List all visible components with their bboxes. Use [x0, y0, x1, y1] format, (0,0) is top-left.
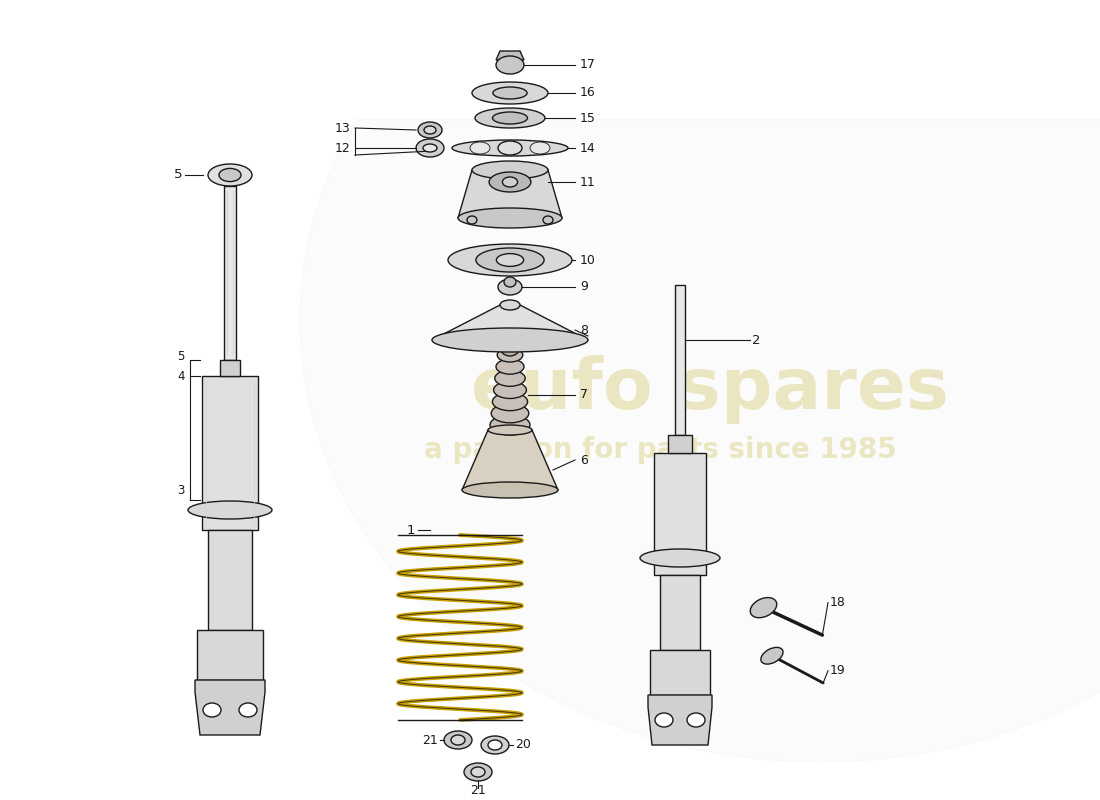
Ellipse shape	[475, 108, 544, 128]
Ellipse shape	[476, 248, 544, 272]
Text: 7: 7	[580, 389, 588, 402]
Polygon shape	[660, 575, 700, 650]
Text: 11: 11	[580, 175, 596, 189]
Ellipse shape	[504, 277, 516, 287]
Ellipse shape	[488, 425, 532, 435]
Ellipse shape	[471, 767, 485, 777]
Ellipse shape	[493, 393, 528, 410]
Polygon shape	[224, 186, 236, 360]
Polygon shape	[654, 453, 706, 575]
Ellipse shape	[530, 142, 550, 154]
Text: 12: 12	[334, 142, 350, 154]
Text: 18: 18	[830, 596, 846, 609]
Ellipse shape	[219, 168, 241, 182]
Text: 16: 16	[580, 86, 596, 99]
Ellipse shape	[472, 161, 548, 179]
Text: 2: 2	[752, 334, 760, 346]
Polygon shape	[202, 376, 258, 530]
Ellipse shape	[208, 164, 252, 186]
Text: 9: 9	[580, 281, 587, 294]
Ellipse shape	[750, 598, 777, 618]
Ellipse shape	[490, 415, 530, 435]
Ellipse shape	[493, 112, 528, 124]
Text: 21: 21	[470, 783, 486, 797]
Ellipse shape	[492, 404, 529, 423]
Ellipse shape	[424, 144, 437, 152]
Ellipse shape	[496, 359, 524, 374]
Ellipse shape	[239, 703, 257, 717]
Ellipse shape	[688, 713, 705, 727]
Ellipse shape	[464, 763, 492, 781]
Text: 8: 8	[580, 323, 588, 337]
Ellipse shape	[493, 87, 527, 99]
Ellipse shape	[418, 122, 442, 138]
Ellipse shape	[640, 549, 720, 567]
Polygon shape	[432, 305, 588, 340]
Polygon shape	[300, 119, 1100, 762]
Ellipse shape	[451, 735, 465, 745]
Text: 19: 19	[830, 664, 846, 678]
Polygon shape	[668, 435, 692, 453]
Ellipse shape	[481, 736, 509, 754]
Ellipse shape	[500, 338, 520, 356]
Polygon shape	[462, 430, 558, 490]
Ellipse shape	[204, 703, 221, 717]
Ellipse shape	[432, 328, 588, 352]
Ellipse shape	[462, 482, 558, 498]
Text: a passion for parts since 1985: a passion for parts since 1985	[424, 436, 896, 464]
Ellipse shape	[498, 141, 522, 155]
Text: 6: 6	[580, 454, 587, 466]
Ellipse shape	[452, 140, 568, 156]
Text: 10: 10	[580, 254, 596, 266]
Ellipse shape	[496, 56, 524, 74]
Ellipse shape	[497, 348, 522, 362]
Ellipse shape	[188, 501, 272, 519]
Ellipse shape	[494, 382, 527, 398]
Ellipse shape	[470, 142, 490, 154]
Polygon shape	[458, 170, 562, 218]
Ellipse shape	[495, 370, 525, 386]
Polygon shape	[650, 650, 710, 695]
Polygon shape	[195, 680, 265, 735]
Text: 14: 14	[580, 142, 596, 154]
Ellipse shape	[468, 216, 477, 224]
Polygon shape	[197, 630, 263, 680]
Ellipse shape	[448, 244, 572, 276]
Text: 21: 21	[422, 734, 438, 746]
Text: eufo spares: eufo spares	[471, 355, 949, 425]
Text: 3: 3	[177, 483, 185, 497]
Text: 5: 5	[174, 169, 182, 182]
Text: 5: 5	[177, 350, 185, 362]
Text: 17: 17	[580, 58, 596, 71]
Ellipse shape	[543, 216, 553, 224]
Ellipse shape	[761, 647, 783, 664]
Ellipse shape	[500, 300, 520, 310]
Ellipse shape	[498, 279, 522, 295]
Text: 13: 13	[334, 122, 350, 134]
Ellipse shape	[416, 139, 444, 157]
Polygon shape	[496, 51, 524, 60]
Ellipse shape	[472, 82, 548, 104]
Ellipse shape	[490, 172, 531, 192]
Text: 4: 4	[177, 370, 185, 382]
Ellipse shape	[654, 713, 673, 727]
Polygon shape	[675, 285, 685, 435]
Ellipse shape	[503, 177, 518, 187]
Ellipse shape	[496, 254, 524, 266]
Text: 20: 20	[515, 738, 531, 751]
Polygon shape	[220, 360, 240, 376]
Ellipse shape	[424, 126, 436, 134]
Text: 15: 15	[580, 111, 596, 125]
Ellipse shape	[458, 208, 562, 228]
Polygon shape	[208, 530, 252, 630]
Ellipse shape	[488, 740, 502, 750]
Ellipse shape	[444, 731, 472, 749]
Text: 1: 1	[407, 523, 415, 537]
Polygon shape	[648, 695, 712, 745]
